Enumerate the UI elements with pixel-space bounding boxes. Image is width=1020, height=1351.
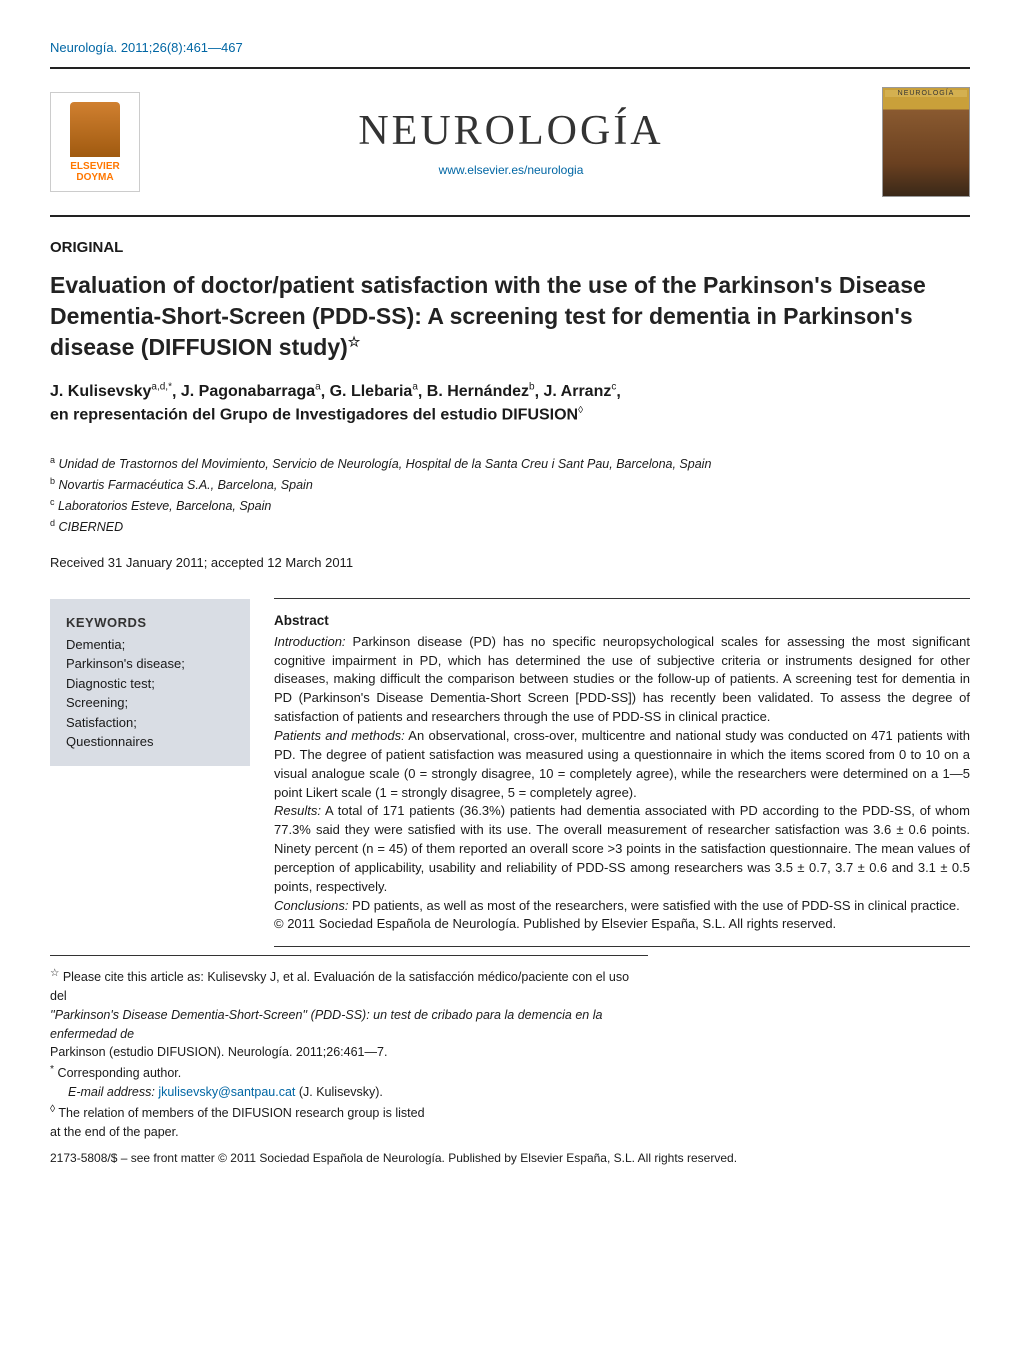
- keyword: Satisfaction;: [66, 713, 234, 733]
- abstract-copyright: © 2011 Sociedad Española de Neurología. …: [274, 915, 970, 934]
- article-title: Evaluation of doctor/patient satisfactio…: [50, 270, 970, 363]
- author: B. Hernándezb: [427, 383, 535, 400]
- section-label: Introduction:: [274, 634, 346, 649]
- aff-text: Laboratorios Esteve, Barcelona, Spain: [58, 499, 271, 513]
- affiliation: c Laboratorios Esteve, Barcelona, Spain: [50, 495, 970, 516]
- aff-sup: b: [50, 476, 55, 486]
- star-icon: ☆: [50, 968, 59, 979]
- email-who: (J. Kulisevsky).: [295, 1085, 383, 1099]
- author: J. Kulisevskya,d,*: [50, 383, 172, 400]
- keyword: Screening;: [66, 693, 234, 713]
- publisher-line1: ELSEVIER: [70, 161, 119, 172]
- journal-center: NEUROLOGÍA www.elsevier.es/neurologia: [140, 107, 882, 177]
- title-star-icon: ☆: [348, 333, 361, 349]
- affiliations: a Unidad de Trastornos del Movimiento, S…: [50, 453, 970, 538]
- article-dates: Received 31 January 2011; accepted 12 Ma…: [50, 555, 970, 570]
- footnote-group: ◊ The relation of members of the DIFUSIO…: [50, 1102, 648, 1123]
- page-container: Neurología. 2011;26(8):461—467 ELSEVIER …: [0, 0, 1020, 1205]
- article-type: ORIGINAL: [50, 239, 970, 256]
- affiliation: a Unidad de Trastornos del Movimiento, S…: [50, 453, 970, 474]
- abstract-column: Abstract Introduction: Parkinson disease…: [250, 599, 970, 946]
- abstract-section: Conclusions: PD patients, as well as mos…: [274, 897, 970, 916]
- group-diamond-icon: ◊: [578, 405, 583, 416]
- email-label: E-mail address:: [68, 1085, 155, 1099]
- section-text: A total of 171 patients (36.3%) patients…: [274, 803, 970, 893]
- corresponding-email-link[interactable]: jkulisevsky@santpau.cat: [158, 1085, 295, 1099]
- author-name: J. Arranz: [543, 383, 611, 400]
- keywords-box: KEYWORDS Dementia; Parkinson's disease; …: [50, 599, 250, 766]
- abstract-heading: Abstract: [274, 611, 970, 631]
- aff-sup: c: [50, 497, 55, 507]
- footnote-citeas-line2: ''Parkinson's Disease Dementia-Short-Scr…: [50, 1006, 648, 1044]
- section-label: Conclusions:: [274, 898, 348, 913]
- fn-text: ''Parkinson's Disease Dementia-Short-Scr…: [50, 1008, 602, 1041]
- title-text: Evaluation of doctor/patient satisfactio…: [50, 272, 926, 360]
- abstract-row: KEYWORDS Dementia; Parkinson's disease; …: [50, 599, 970, 946]
- journal-url[interactable]: www.elsevier.es/neurologia: [140, 163, 882, 177]
- abstract-section: Results: A total of 171 patients (36.3%)…: [274, 802, 970, 896]
- author-sup: a,d,*: [151, 382, 172, 393]
- abstract-section: Introduction: Parkinson disease (PD) has…: [274, 633, 970, 727]
- journal-header: ELSEVIER DOYMA NEUROLOGÍA www.elsevier.e…: [50, 67, 970, 217]
- author-name: J. Pagonabarraga: [181, 383, 315, 400]
- author-name: G. Llebaria: [330, 383, 413, 400]
- keywords-heading: KEYWORDS: [66, 613, 234, 633]
- section-label: Patients and methods:: [274, 728, 405, 743]
- author: J. Pagonabarragaa: [181, 383, 321, 400]
- authors-group: en representación del Grupo de Investiga…: [50, 406, 578, 423]
- affiliation: d CIBERNED: [50, 516, 970, 537]
- section-text: Parkinson disease (PD) has no specific n…: [274, 634, 970, 724]
- fn-text: The relation of members of the DIFUSION …: [55, 1106, 424, 1120]
- elsevier-tree-icon: [70, 102, 120, 157]
- fn-text: Please cite this article as: Kulisevsky …: [50, 970, 629, 1003]
- journal-cover-thumbnail: NEUROLOGÍA: [882, 87, 970, 197]
- author-sup: c: [611, 382, 616, 393]
- publisher-line2: DOYMA: [76, 172, 113, 183]
- keyword: Questionnaires: [66, 732, 234, 752]
- keyword: Diagnostic test;: [66, 674, 234, 694]
- citation-header: Neurología. 2011;26(8):461—467: [50, 40, 970, 55]
- footnote-group-line2: at the end of the paper.: [50, 1123, 648, 1142]
- author-sup: b: [529, 382, 535, 393]
- aff-sup: d: [50, 518, 55, 528]
- author-name: B. Hernández: [427, 383, 529, 400]
- keyword: Dementia;: [66, 635, 234, 655]
- section-text: PD patients, as well as most of the rese…: [348, 898, 959, 913]
- affiliation: b Novartis Farmacéutica S.A., Barcelona,…: [50, 474, 970, 495]
- publisher-logo: ELSEVIER DOYMA: [50, 92, 140, 192]
- journal-name: NEUROLOGÍA: [140, 107, 882, 155]
- author: J. Arranzc: [543, 383, 616, 400]
- footnote-citeas: ☆ Please cite this article as: Kulisevsk…: [50, 966, 648, 1006]
- author-name: J. Kulisevsky: [50, 383, 151, 400]
- cover-label: NEUROLOGÍA: [885, 90, 967, 97]
- footnote-corresponding: * Corresponding author.: [50, 1062, 648, 1083]
- abstract-section: Patients and methods: An observational, …: [274, 727, 970, 802]
- aff-text: CIBERNED: [59, 520, 124, 534]
- publisher-name: ELSEVIER DOYMA: [70, 161, 119, 183]
- fn-text: Corresponding author.: [54, 1066, 181, 1080]
- authors-block: J. Kulisevskya,d,*, J. Pagonabarragaa, G…: [50, 381, 970, 426]
- author-sup: a: [315, 382, 321, 393]
- footnote-citeas-line3: Parkinson (estudio DIFUSION). Neurología…: [50, 1043, 648, 1062]
- aff-text: Novartis Farmacéutica S.A., Barcelona, S…: [59, 478, 313, 492]
- aff-sup: a: [50, 455, 55, 465]
- front-matter: 2173-5808/$ – see front matter © 2011 So…: [50, 1151, 970, 1165]
- aff-text: Unidad de Trastornos del Movimiento, Ser…: [59, 457, 712, 471]
- footnotes: ☆ Please cite this article as: Kulisevsk…: [50, 955, 648, 1141]
- author-sup: a: [412, 382, 418, 393]
- keyword: Parkinson's disease;: [66, 654, 234, 674]
- footnote-email: E-mail address: jkulisevsky@santpau.cat …: [50, 1083, 648, 1102]
- section-label: Results:: [274, 803, 321, 818]
- author: G. Llebariaa: [330, 383, 418, 400]
- divider: [274, 946, 970, 947]
